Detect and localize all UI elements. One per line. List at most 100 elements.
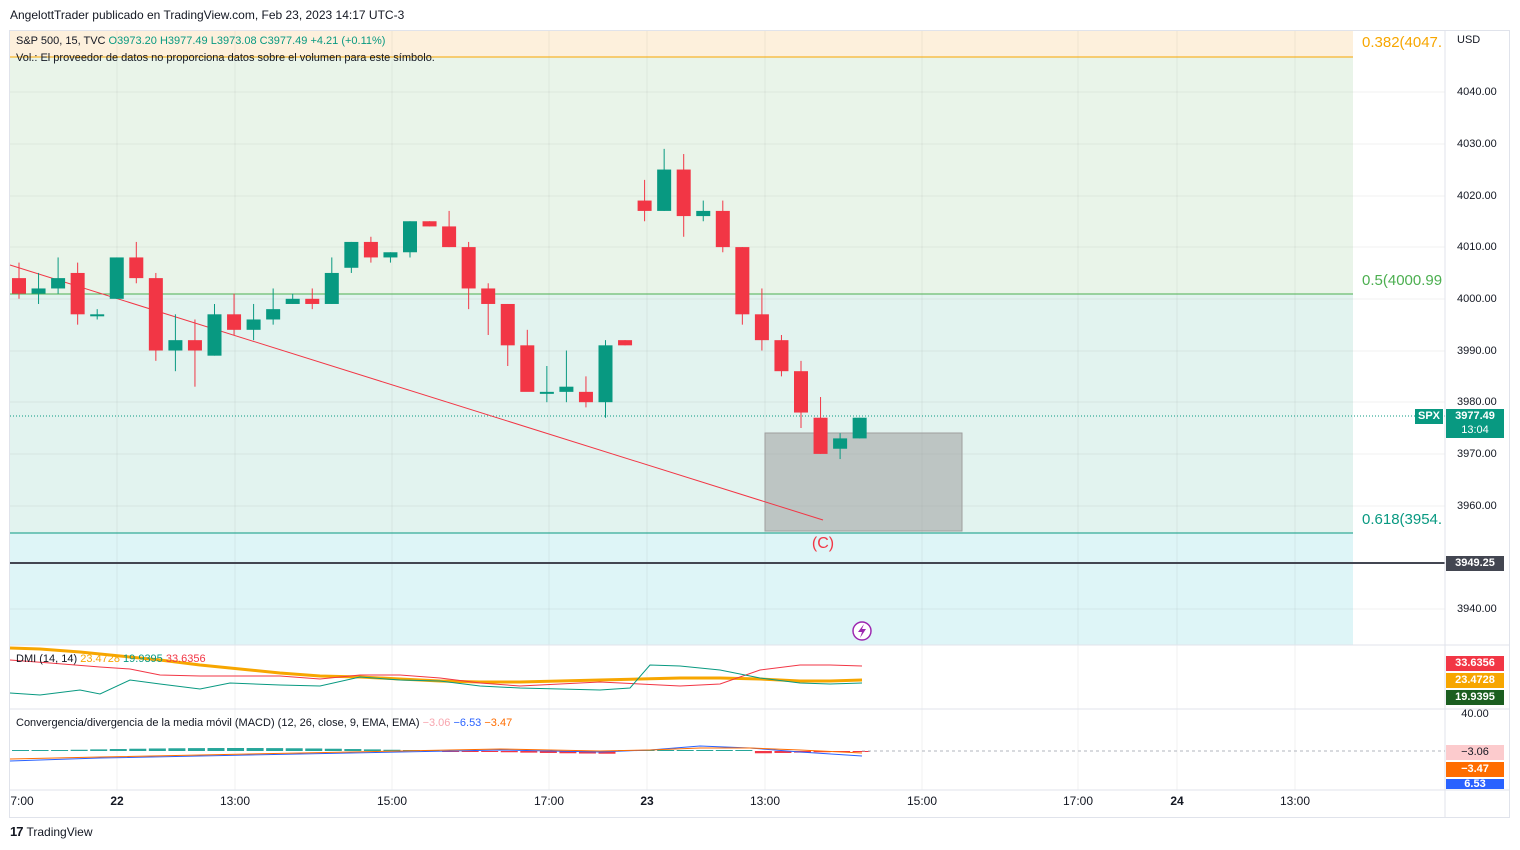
- dmi-title: DMI (14, 14): [16, 653, 78, 665]
- macd-bar: [344, 749, 362, 751]
- macd-bar: [305, 748, 323, 751]
- price-tick: 3960.00: [1457, 500, 1497, 512]
- fib-label-05: 0.5(4000.99: [1362, 272, 1443, 289]
- macd-title: Convergencia/divergencia de la media móv…: [16, 717, 420, 729]
- candle-down: [442, 226, 457, 248]
- price-tick: 3940.00: [1457, 603, 1497, 615]
- macd-bar: [266, 748, 284, 751]
- macd-value-3: −3.47: [484, 717, 513, 729]
- macd-bar: [559, 751, 577, 754]
- macd-hist-badge: −3.06: [1446, 745, 1504, 760]
- fib-label-0382: 0.382(4047.: [1362, 34, 1443, 51]
- candle-down: [520, 345, 535, 392]
- macd-legend[interactable]: Convergencia/divergencia de la media móv…: [16, 717, 512, 729]
- time-tick: 23: [640, 794, 654, 808]
- macd-bar: [187, 748, 205, 751]
- candle-down: [70, 272, 85, 315]
- spx-price-badge: 3977.49: [1446, 409, 1504, 424]
- candle-up: [559, 386, 574, 392]
- candle-up: [246, 319, 261, 330]
- time-tick: 17:00: [533, 794, 565, 808]
- macd-bar: [754, 751, 772, 754]
- time-tick: 17:00: [1062, 794, 1094, 808]
- currency-label: USD: [1457, 34, 1481, 46]
- macd-line-badge: 6.53: [1446, 779, 1504, 789]
- candle-down: [735, 247, 750, 315]
- candle-up: [285, 298, 300, 304]
- grid: [10, 31, 1445, 790]
- macd-bar: [12, 750, 29, 751]
- macd-bar: [735, 750, 753, 751]
- macd-bar: [383, 749, 401, 751]
- macd-bar: [227, 748, 245, 751]
- candle-down: [813, 417, 828, 454]
- legend-high: H3977.49: [159, 35, 208, 47]
- candle-up: [383, 252, 398, 258]
- price-tick: 4030.00: [1457, 138, 1497, 150]
- time-tick: 24: [1170, 794, 1184, 808]
- macd-bar: [520, 751, 538, 753]
- dmi-plus-badge: 23.4728: [1446, 673, 1504, 688]
- lightning-icon[interactable]: [852, 621, 872, 641]
- macd-bar: [246, 748, 264, 751]
- candle-down: [578, 391, 593, 403]
- macd-bar: [774, 751, 792, 753]
- price-tick: 4020.00: [1457, 190, 1497, 202]
- macd-bar: [539, 751, 557, 753]
- wave-label: (C): [812, 535, 834, 552]
- macd-bar: [598, 751, 616, 754]
- macd-value-1: −3.06: [422, 717, 451, 729]
- dmi-level-label: 40.00: [1461, 708, 1489, 720]
- macd-bar: [442, 751, 460, 752]
- candle-up: [207, 314, 222, 356]
- candle-up: [109, 257, 124, 299]
- macd-bar: [500, 751, 518, 753]
- macd-bar: [148, 748, 166, 751]
- macd-bar: [813, 751, 831, 753]
- macd-signal-line: [9, 747, 863, 760]
- dmi-value-1: 23.4728: [80, 653, 120, 665]
- candle-down: [305, 298, 320, 304]
- macd-bar: [852, 751, 870, 752]
- macd-bar: [31, 750, 49, 751]
- legend-low: L3973.08: [210, 35, 257, 47]
- candle-up: [657, 169, 672, 211]
- fib-label-0618: 0.618(3954.: [1362, 511, 1443, 528]
- candle-up: [51, 278, 66, 289]
- candle-down: [481, 288, 496, 304]
- candle-down: [12, 278, 26, 294]
- candle-up: [168, 340, 183, 351]
- candle-up: [598, 345, 613, 403]
- candle-down: [715, 210, 730, 248]
- candle-up: [852, 417, 867, 439]
- dmi-value-3: 33.6356: [165, 653, 206, 665]
- macd-bar: [696, 750, 714, 751]
- dmi-value-2: 19.9395: [123, 653, 163, 665]
- macd-bar: [676, 750, 694, 751]
- macd-bar: [285, 748, 303, 751]
- candle-down: [500, 303, 515, 346]
- macd-bar: [363, 749, 381, 751]
- symbol-legend[interactable]: S&P 500, 15, TVC O3973.20 H3977.49 L3973…: [16, 35, 385, 47]
- candle-down: [148, 278, 163, 351]
- candle-down: [129, 257, 144, 279]
- dmi-minus-line: [9, 664, 863, 696]
- macd-bar: [324, 748, 342, 751]
- legend-symbol: S&P 500, 15, TVC: [16, 35, 106, 47]
- price-tick: 4000.00: [1457, 293, 1497, 305]
- macd-bar: [109, 749, 127, 751]
- price-tick: 3970.00: [1457, 448, 1497, 460]
- macd-bar: [207, 748, 225, 751]
- volume-note: Vol.: El proveedor de datos no proporcio…: [16, 52, 435, 64]
- macd-bar: [70, 749, 88, 751]
- candle-down: [676, 169, 691, 217]
- macd-bar: [129, 748, 147, 751]
- chart-frame: [9, 30, 1510, 818]
- dmi-legend[interactable]: DMI (14, 14) 23.4728 19.9395 33.6356: [16, 653, 206, 665]
- candle-up: [696, 210, 711, 217]
- footer[interactable]: 17 TradingView: [10, 824, 93, 839]
- spx-symbol-badge: SPX: [1415, 409, 1443, 424]
- dmi-minus-badge: 19.9395: [1446, 690, 1504, 705]
- candle-down: [422, 221, 437, 227]
